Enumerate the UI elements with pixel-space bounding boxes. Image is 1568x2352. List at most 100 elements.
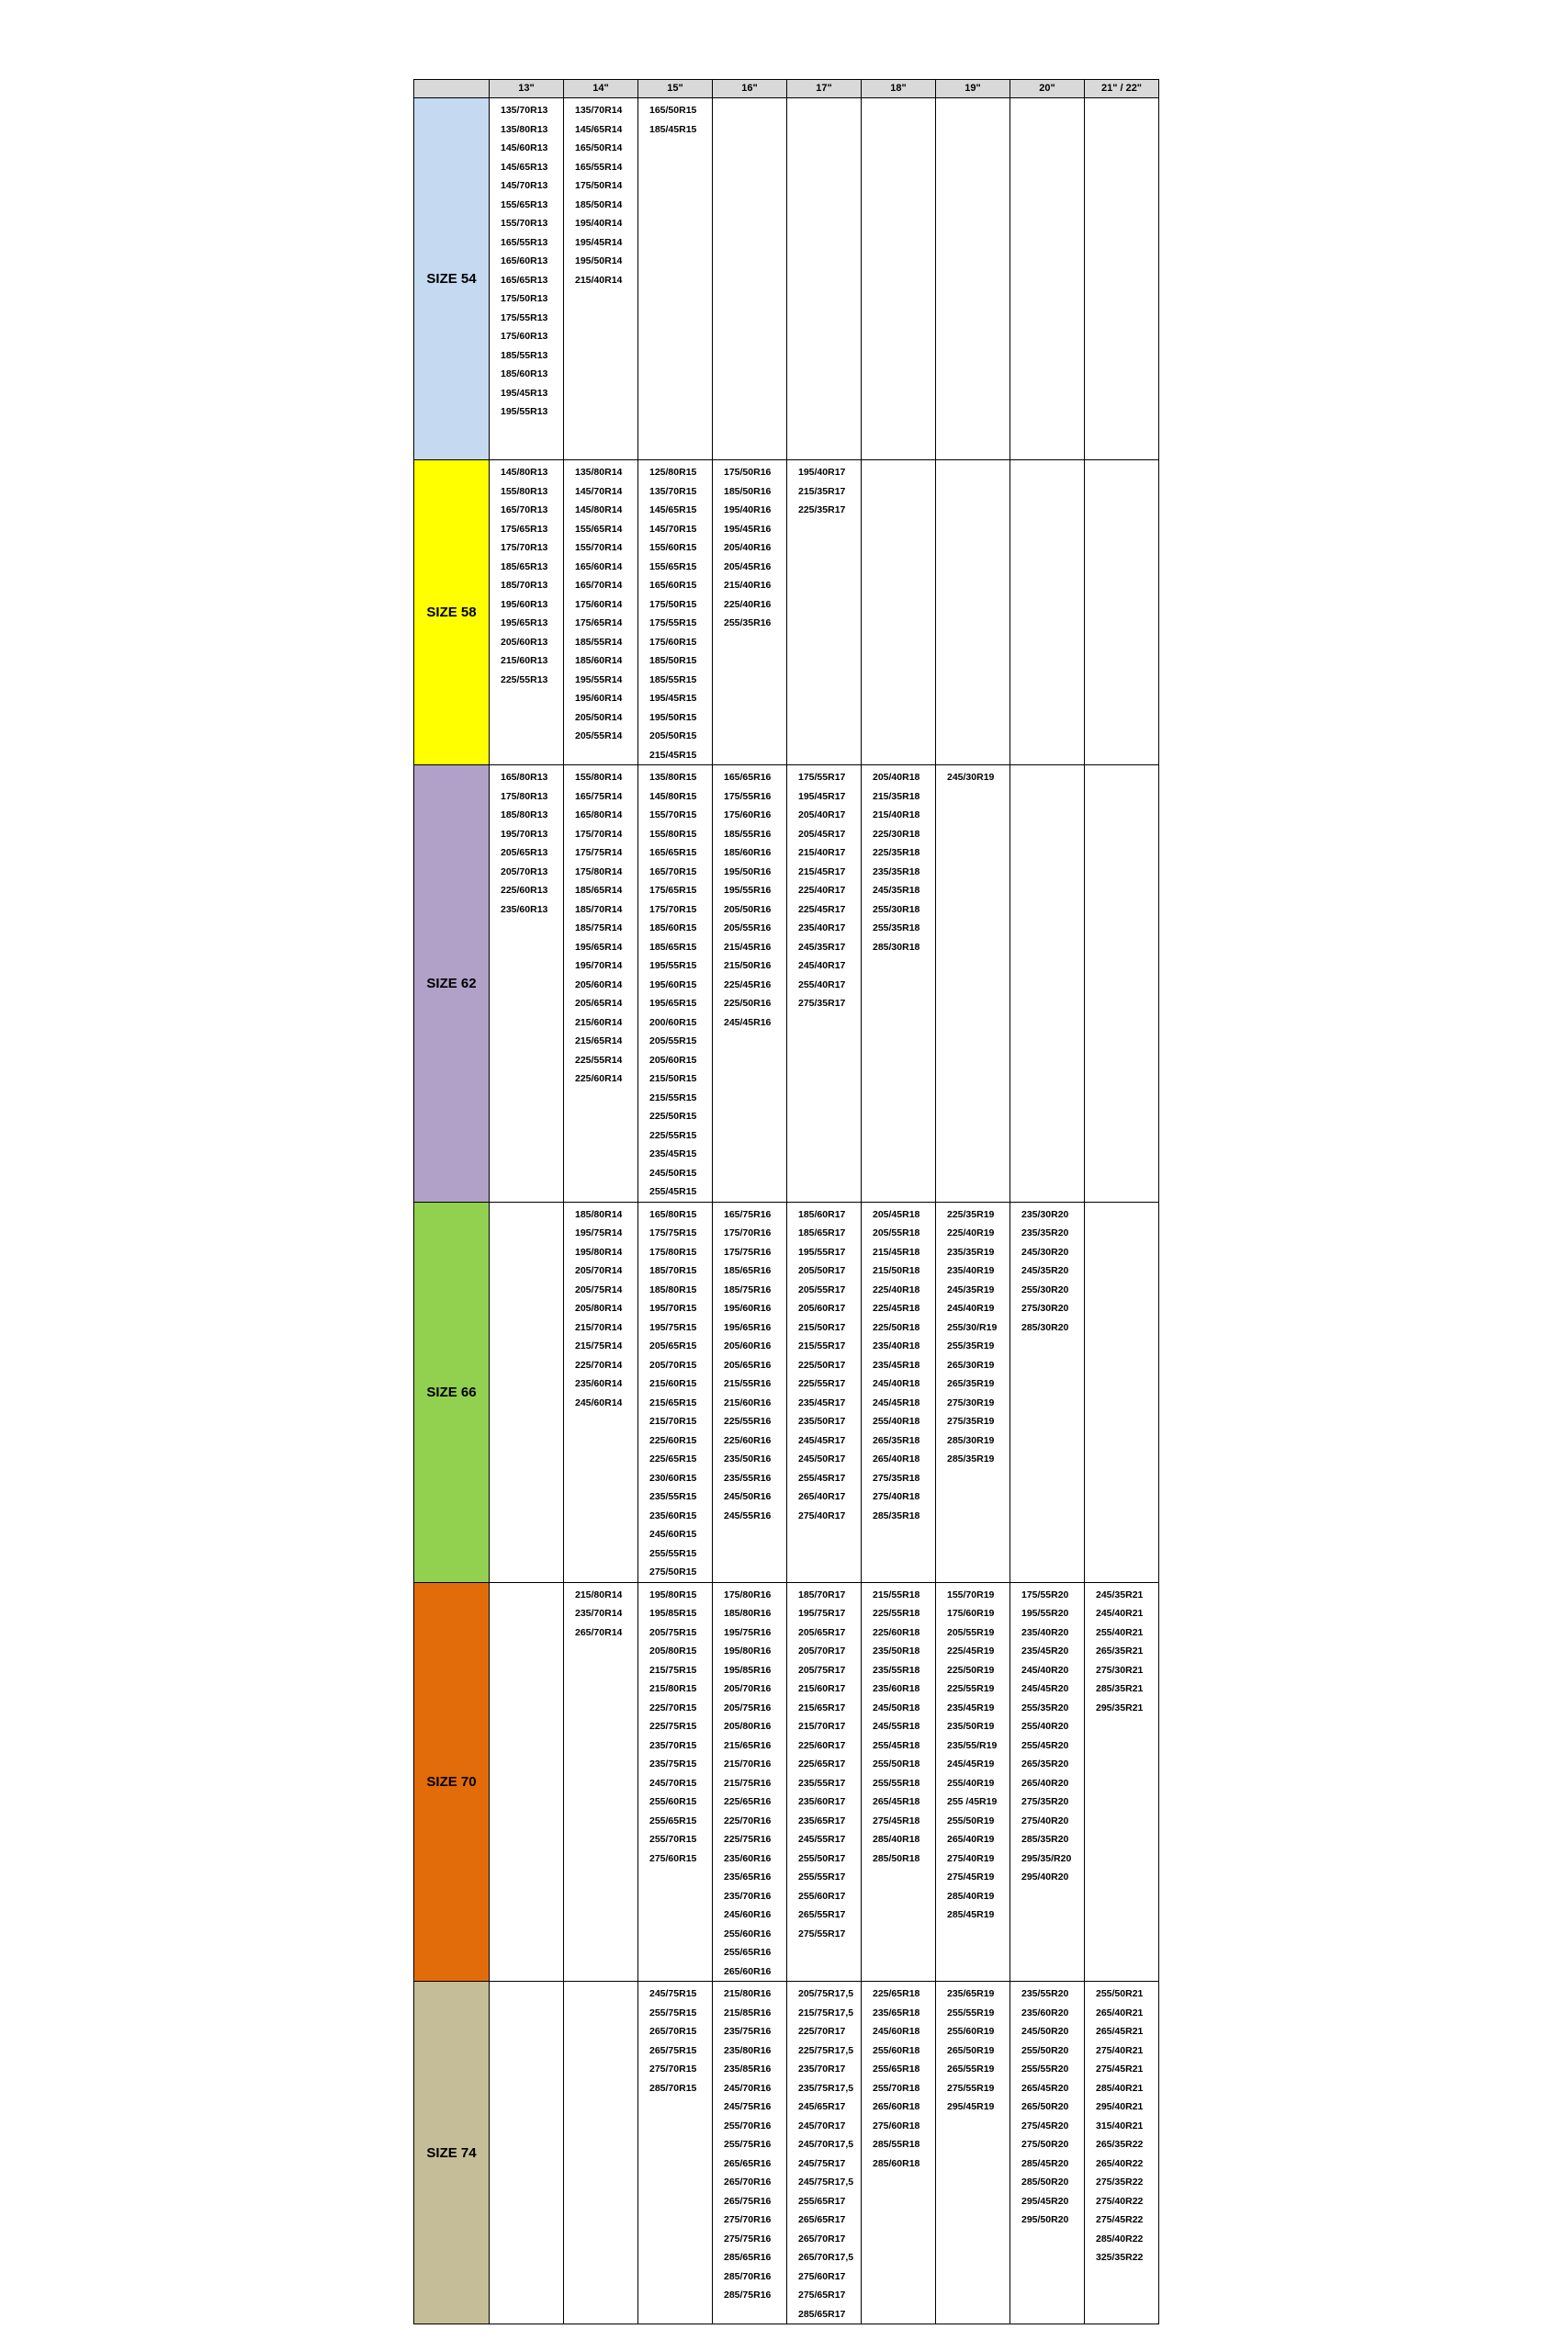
tire-size: 215/55R17	[798, 1340, 846, 1351]
tire-size: 135/80R14	[575, 467, 623, 478]
tire-size: 275/45R21	[1096, 2064, 1144, 2075]
tire-size: 185/70R15	[649, 1265, 697, 1276]
tire-size: 205/65R13	[501, 847, 548, 858]
tire-size: 245/75R15	[649, 1988, 697, 1999]
tire-size: 155/80R14	[575, 772, 623, 783]
tire-size: 275/40R21	[1096, 2044, 1144, 2056]
tire-size: 275/55R17	[798, 1928, 846, 1939]
tire-size: 205/40R17	[798, 809, 846, 820]
tire-size: 205/60R16	[724, 1340, 772, 1351]
tire-size: 205/75R14	[575, 1283, 623, 1295]
tire-size: 205/65R15	[649, 1340, 697, 1351]
tire-size: 195/60R13	[501, 598, 548, 610]
tire-size: 255/65R18	[873, 2064, 920, 2075]
tire-size: 265/40R21	[1096, 2007, 1144, 2018]
tire-size: 195/65R15	[649, 998, 697, 1009]
tire-size: 225/35R17	[798, 504, 846, 515]
tire-size-cell: 165/80R13 175/80R13 185/80R13 195/70R13 205/…	[489, 764, 564, 1203]
tire-size: 275/55R19	[947, 2082, 995, 2094]
tire-size: 265/35R18	[873, 1434, 920, 1446]
tire-size: 255/55R19	[947, 2007, 995, 2018]
tire-size: 285/40R21	[1096, 2082, 1144, 2094]
tire-size: 135/70R14	[575, 105, 623, 116]
tire-size: 275/40R18	[873, 1491, 920, 1502]
tire-size-cell: 135/70R14 145/65R14 165/50R14 165/55R14 175/…	[563, 97, 638, 460]
tire-size: 175/80R14	[575, 865, 623, 877]
tire-size: 195/45R13	[501, 387, 548, 399]
tire-size: 245/40R20	[1021, 1664, 1069, 1676]
tire-size: 245/60R16	[724, 1909, 772, 1920]
tire-size: 275/45R20	[1021, 2120, 1069, 2132]
tire-size-cell: 225/65R18 235/65R18 245/60R18 255/60R18 255/…	[861, 1981, 936, 2324]
tire-size: 185/60R16	[724, 847, 772, 858]
tire-size-cell: 185/60R17 185/65R17 195/55R17 205/50R17 205/…	[786, 1201, 862, 1583]
tire-size: 165/70R15	[649, 865, 697, 877]
tire-size: 255/30R20	[1021, 1283, 1069, 1295]
tire-size: 185/75R16	[724, 1283, 772, 1295]
tire-size: 185/65R17	[798, 1227, 846, 1238]
tire-size: 255/60R15	[649, 1796, 697, 1807]
tire-size: 245/55R18	[873, 1721, 920, 1732]
tire-size: 275/75R16	[724, 2233, 772, 2245]
tire-size: 315/40R21	[1096, 2120, 1144, 2132]
tire-size: 225/30R18	[873, 828, 920, 840]
tire-size: 265/40R22	[1096, 2157, 1144, 2169]
tire-size: 265/35R19	[947, 1378, 995, 1389]
tire-size-cell	[489, 1981, 564, 2324]
tire-size: 195/50R15	[649, 711, 697, 723]
tire-size: 205/50R15	[649, 730, 697, 741]
tire-size: 185/60R17	[798, 1208, 846, 1220]
tire-size: 205/55R18	[873, 1227, 920, 1238]
tire-size: 215/50R18	[873, 1265, 920, 1276]
tire-size: 235/80R16	[724, 2044, 772, 2056]
tire-size: 145/65R13	[501, 161, 548, 173]
tire-size: 135/70R13	[501, 105, 548, 116]
tire-size: 235/70R17	[798, 2064, 846, 2075]
tire-size: 275/60R18	[873, 2120, 920, 2132]
tire-size: 175/55R13	[501, 311, 548, 323]
tire-size: 235/45R18	[873, 1359, 920, 1371]
tire-size-cell: 235/65R19 255/55R19 255/60R19 265/50R19 265/…	[935, 1981, 1010, 2324]
tire-size: 235/35R20	[1021, 1227, 1069, 1238]
tire-size: 265/50R19	[947, 2044, 995, 2056]
tire-size-cell: 195/80R15 195/85R15 205/75R15 205/80R15 215/…	[637, 1581, 713, 1982]
tire-size: 235/65R17	[798, 1815, 846, 1826]
tire-size-cell: 205/45R18 205/55R18 215/45R18 215/50R18 225/…	[861, 1201, 936, 1583]
tire-size: 265/30R19	[947, 1359, 995, 1371]
header-17-inch: 17"	[786, 79, 862, 98]
tire-size: 235/60R15	[649, 1510, 697, 1521]
tire-size: 215/60R16	[724, 1396, 772, 1408]
tire-size-cell	[1084, 1201, 1159, 1583]
tire-size: 195/40R16	[724, 504, 772, 515]
tire-size: 215/40R17	[798, 847, 846, 858]
tire-size: 245/65R17	[798, 2101, 846, 2112]
tire-size: 175/60R15	[649, 636, 697, 648]
tire-size-cell: 145/80R13 155/80R13 165/70R13 175/65R13 175/…	[489, 459, 564, 765]
tire-size: 255/35R18	[873, 922, 920, 933]
tire-size: 205/55R15	[649, 1035, 697, 1046]
tire-size: 125/80R15	[649, 467, 697, 478]
tire-size: 205/55R16	[724, 922, 772, 933]
tire-size: 215/60R17	[798, 1683, 846, 1694]
tire-size: 285/65R17	[798, 2308, 846, 2320]
tire-size: 195/70R14	[575, 960, 623, 971]
tire-size: 135/70R15	[649, 485, 697, 497]
tire-size: 155/65R14	[575, 523, 623, 535]
tire-size: 165/55R13	[501, 236, 548, 248]
tire-size: 195/70R13	[501, 828, 548, 840]
tire-size: 225/60R15	[649, 1434, 697, 1446]
tire-size: 245/40R19	[947, 1303, 995, 1314]
tire-size: 265/45R20	[1021, 2082, 1069, 2094]
tire-size: 245/55R17	[798, 1834, 846, 1845]
tire-size: 245/70R17	[798, 2120, 846, 2132]
tire-size: 285/55R18	[873, 2139, 920, 2150]
tire-size-cell: 245/35R21 245/40R21 255/40R21 265/35R21 275/…	[1084, 1581, 1159, 1982]
tire-size: 175/75R14	[575, 847, 623, 858]
tire-size: 235/70R15	[649, 1739, 697, 1751]
tire-size: 235/45R20	[1021, 1645, 1069, 1657]
tire-size: 185/60R13	[501, 368, 548, 379]
tire-size: 285/45R19	[947, 1909, 995, 1920]
header-13-inch: 13"	[489, 79, 564, 98]
tire-size: 195/85R15	[649, 1608, 697, 1619]
tire-size: 235/75R17,5	[798, 2082, 854, 2094]
